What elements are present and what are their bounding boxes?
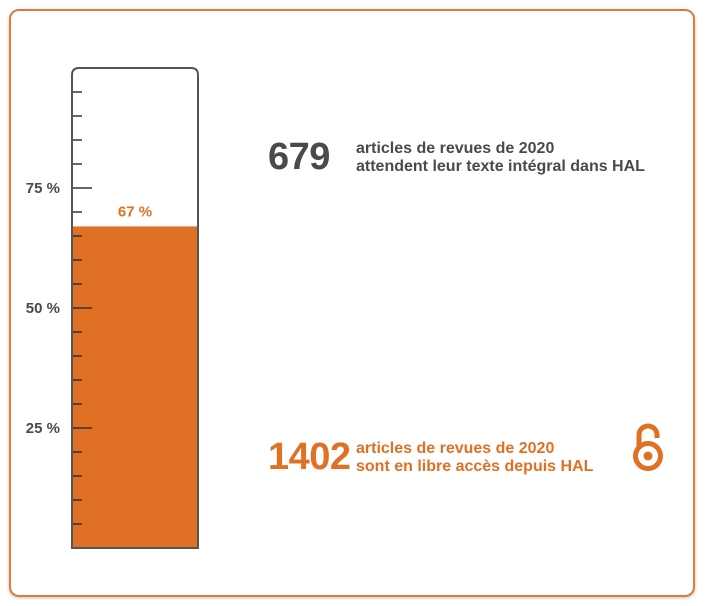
open-access-stat: 1402 articles de revues de 2020 sont en … [268,436,593,479]
pending-count: 679 [268,136,330,178]
gauge-fill-bar [72,226,198,548]
pending-stat: 679 articles de revues de 2020 attendent… [268,136,645,179]
tick-label: 25 % [26,420,60,437]
open-access-description: articles de revues de 2020 sont en libre… [356,440,593,476]
open-access-line-2: sont en libre accès depuis HAL [356,457,594,475]
pending-description: articles de revues de 2020 attendent leu… [356,140,645,176]
tick-label: 50 % [26,300,60,317]
tick-label: 75 % [26,180,60,197]
open-access-lock-icon [633,423,663,471]
gauge-value-label: 67 % [118,203,152,220]
pending-line-2: attendent leur texte intégral dans HAL [356,157,645,175]
pending-line-1: articles de revues de 2020 [356,139,555,157]
open-access-count: 1402 [268,436,351,478]
open-access-line-1: articles de revues de 2020 [356,439,555,457]
gauge-tube-outline [71,67,199,549]
